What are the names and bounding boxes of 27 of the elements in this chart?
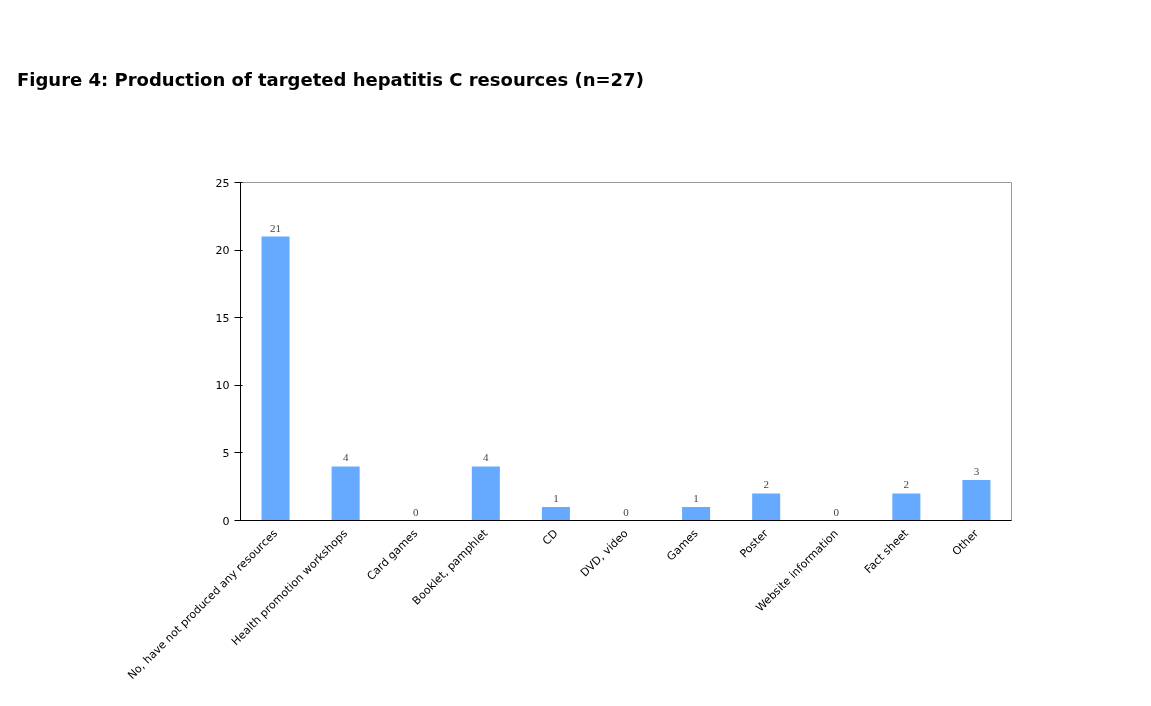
bar <box>682 506 711 521</box>
bar <box>892 493 921 521</box>
data-label: 4 <box>483 451 490 464</box>
bar <box>962 479 991 521</box>
data-label: 0 <box>412 505 419 518</box>
x-tick-label: CD <box>539 526 561 548</box>
data-label: 2 <box>903 478 910 491</box>
data-label: 1 <box>553 491 559 504</box>
chart-title: Figure 4: Production of targeted hepatitis C resources (n=27) <box>17 68 644 92</box>
data-label: 2 <box>763 478 769 491</box>
y-tick-label: 0 <box>222 514 230 528</box>
data-label: 21 <box>270 221 282 234</box>
bar <box>331 466 360 521</box>
data-label: 3 <box>973 464 980 477</box>
y-tick-label: 20 <box>215 244 230 258</box>
bar <box>471 466 500 521</box>
data-label: 4 <box>342 451 349 464</box>
bar <box>541 506 570 521</box>
y-tick-label: 5 <box>222 446 230 460</box>
bar <box>752 493 781 521</box>
y-tick-label: 15 <box>215 311 230 325</box>
data-label: 0 <box>833 505 840 518</box>
bar <box>261 236 290 521</box>
data-label: 1 <box>693 491 699 504</box>
y-tick-label: 10 <box>215 379 230 393</box>
data-label: 0 <box>623 505 630 518</box>
y-tick-label: 25 <box>215 176 230 190</box>
